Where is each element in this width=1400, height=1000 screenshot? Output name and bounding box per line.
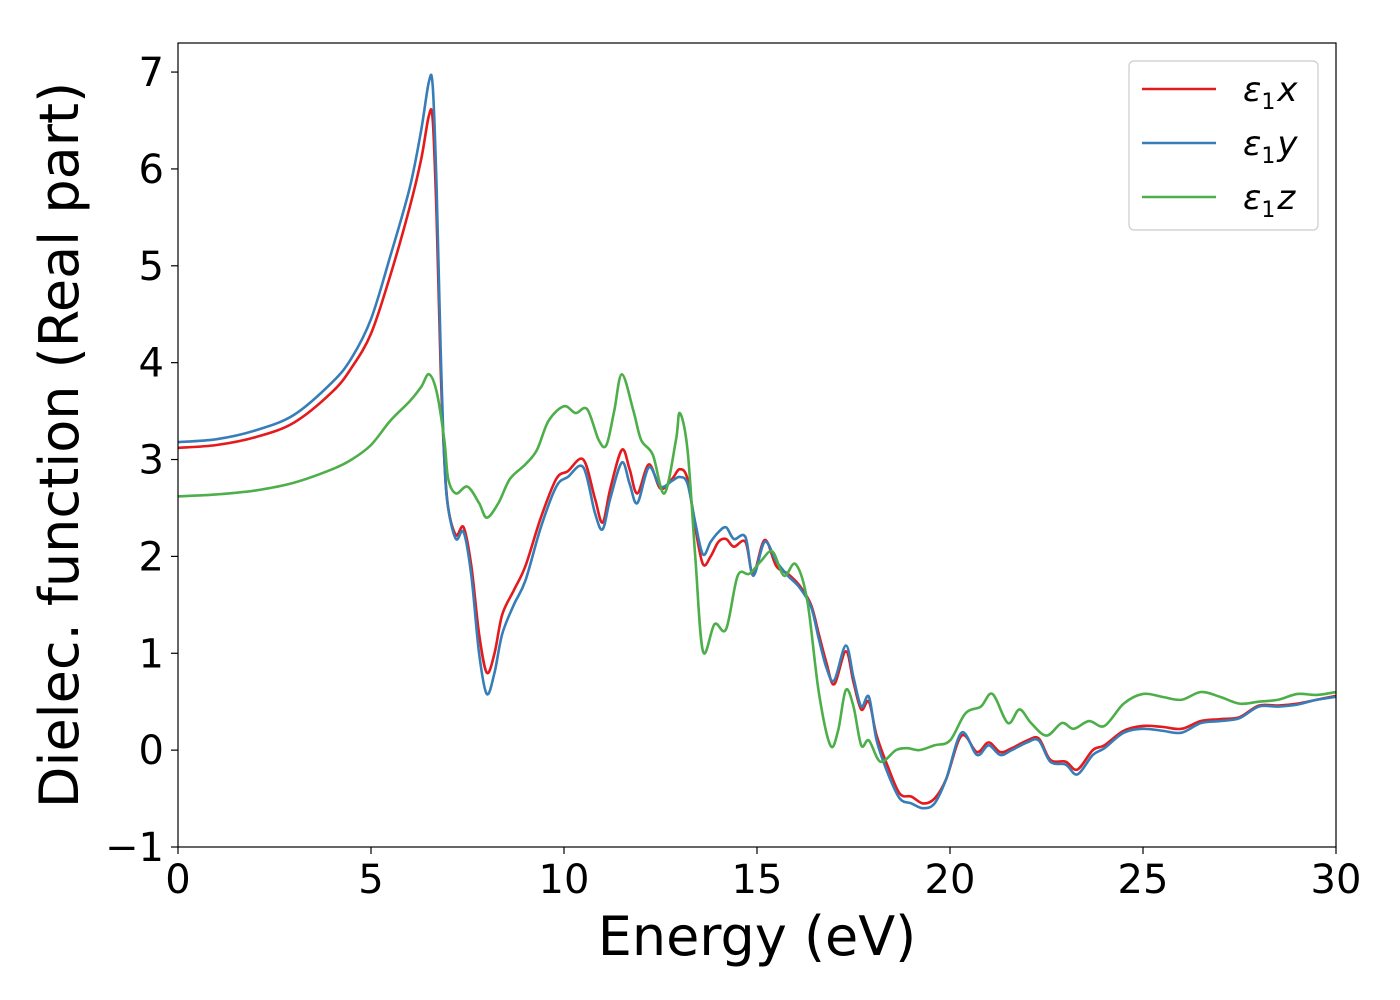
- y-tick-label: 5: [139, 244, 164, 290]
- y-tick-label: 1: [139, 631, 164, 677]
- y-tick-label: 0: [139, 728, 164, 774]
- legend-label-x: ε1x: [1243, 70, 1298, 115]
- x-axis-label: Energy (eV): [598, 905, 917, 968]
- legend-label-y: ε1y: [1243, 124, 1298, 169]
- plot-lines: [178, 73, 1336, 810]
- x-axis-ticks: 0 5 10 15 20 25 30: [165, 847, 1361, 903]
- y-tick-label: 3: [139, 438, 164, 484]
- x-tick-label: 15: [732, 857, 783, 903]
- series-line-z: [178, 372, 1336, 764]
- x-tick-label: 25: [1118, 857, 1169, 903]
- legend-label-z: ε1z: [1243, 178, 1296, 223]
- legend: ε1x ε1y ε1z: [1128, 60, 1319, 231]
- legend-box: [1128, 60, 1319, 231]
- y-axis-ticks: −1 0 1 2 3 4 5 6 7: [105, 50, 178, 871]
- x-tick-label: 0: [165, 857, 190, 903]
- y-tick-label: 7: [139, 50, 164, 96]
- y-tick-label: 6: [139, 147, 164, 193]
- x-tick-label: 30: [1311, 857, 1362, 903]
- x-tick-label: 5: [358, 857, 383, 903]
- y-tick-label: 4: [139, 341, 164, 387]
- y-tick-label: −1: [105, 825, 164, 871]
- x-tick-label: 10: [539, 857, 590, 903]
- y-tick-label: 2: [139, 534, 164, 580]
- x-tick-label: 20: [925, 857, 976, 903]
- y-axis-label: Dielec. function (Real part): [28, 82, 91, 808]
- series-line-y: [178, 73, 1336, 810]
